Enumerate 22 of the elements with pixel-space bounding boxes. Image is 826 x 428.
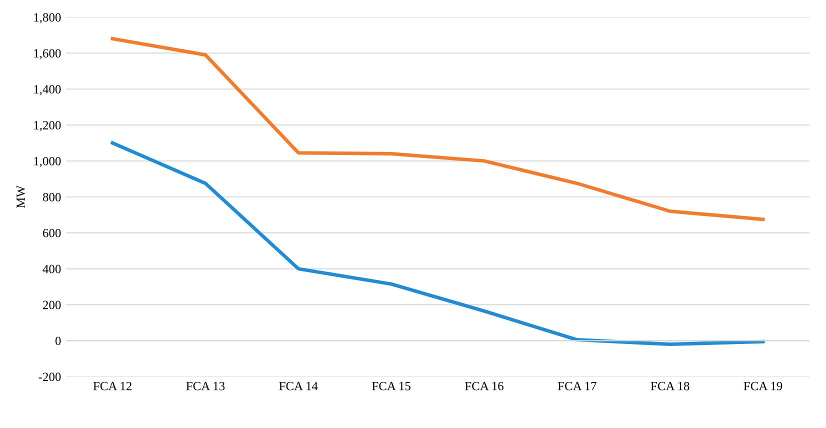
line-series — [110, 36, 765, 222]
y-axis-title: MW — [16, 185, 26, 208]
y-tick-label: 1,200 — [34, 121, 61, 132]
y-tick-label: 200 — [43, 300, 61, 310]
y-tick-label: 1,400 — [34, 85, 61, 96]
x-tick-label: FCA 19 — [744, 382, 782, 390]
y-tick-label: 1,000 — [34, 156, 61, 168]
y-tick-label: 0 — [55, 336, 61, 346]
y-tick-label: 1,800 — [34, 13, 61, 24]
x-tick-label: FCA 17 — [558, 382, 596, 390]
line-series — [110, 141, 765, 346]
x-tick-label: FCA 16 — [464, 382, 504, 390]
y-tick-label: 400 — [42, 264, 61, 274]
y-tick-label: 800 — [42, 192, 61, 202]
y-tick-label: -200 — [38, 372, 61, 382]
x-tick-label: FCA 18 — [650, 382, 690, 390]
x-tick-label: FCA 13 — [186, 382, 225, 390]
x-tick-label: FCA 12 — [93, 382, 132, 390]
y-tick-label: 600 — [43, 228, 61, 238]
y-tick-label: 1,600 — [34, 49, 61, 60]
x-tick-label: FCA 14 — [279, 382, 318, 390]
x-tick-label: FCA 15 — [372, 382, 410, 390]
